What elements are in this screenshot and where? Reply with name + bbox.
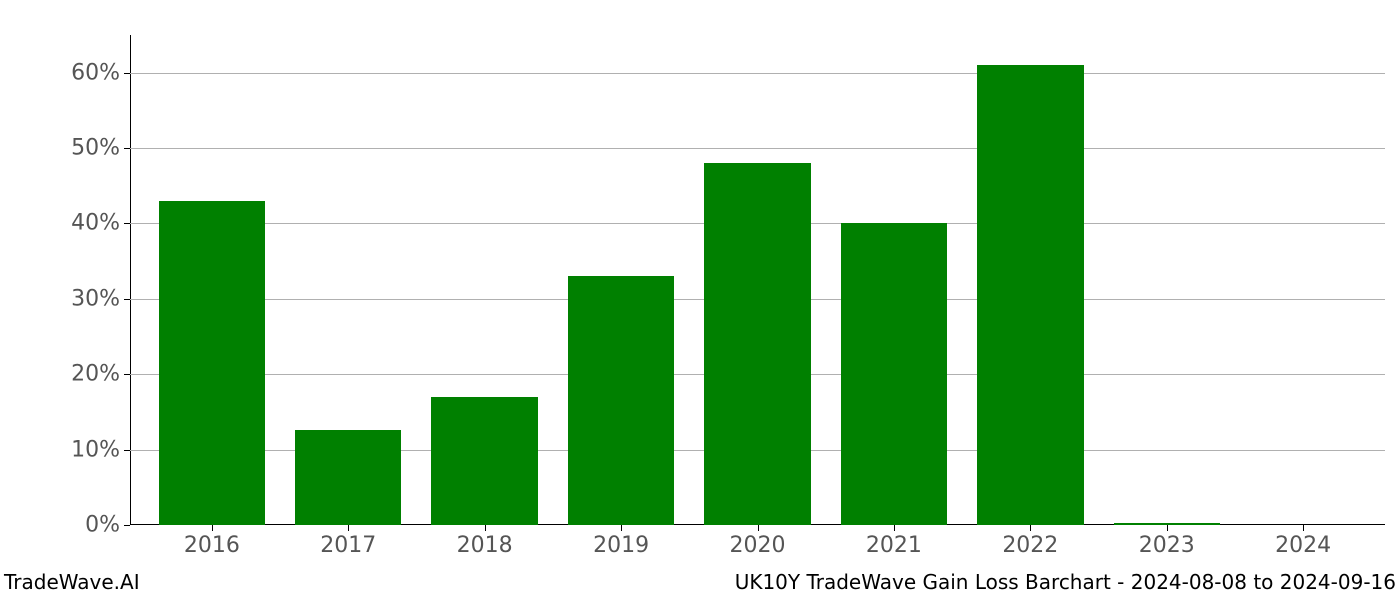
xtick-mark [348,525,349,531]
ytick-mark [124,73,130,74]
bar [159,201,265,525]
xtick-mark [212,525,213,531]
bar [841,223,947,525]
bar [704,163,810,525]
ytick-label: 20% [71,362,130,387]
bar [977,65,1083,525]
ytick-mark [124,374,130,375]
plot-area: 0%10%20%30%40%50%60%20162017201820192020… [130,35,1385,525]
ytick-label: 40% [71,211,130,236]
xtick-mark [485,525,486,531]
bar [431,397,537,525]
footer-right-text: UK10Y TradeWave Gain Loss Barchart - 202… [735,570,1396,594]
xtick-mark [621,525,622,531]
ytick-label: 30% [71,286,130,311]
footer-left-text: TradeWave.AI [4,570,140,594]
ytick-mark [124,525,130,526]
xtick-mark [1030,525,1031,531]
xtick-mark [1303,525,1304,531]
ytick-mark [124,299,130,300]
ytick-mark [124,223,130,224]
ytick-label: 10% [71,437,130,462]
ytick-mark [124,450,130,451]
xtick-mark [1167,525,1168,531]
ytick-label: 60% [71,60,130,85]
bar [568,276,674,525]
figure: 0%10%20%30%40%50%60%20162017201820192020… [0,0,1400,600]
xtick-mark [894,525,895,531]
gridline [130,73,1385,74]
bar [295,430,401,525]
xtick-mark [758,525,759,531]
axis-spine-left [130,35,131,525]
gridline [130,148,1385,149]
ytick-mark [124,148,130,149]
ytick-label: 50% [71,136,130,161]
